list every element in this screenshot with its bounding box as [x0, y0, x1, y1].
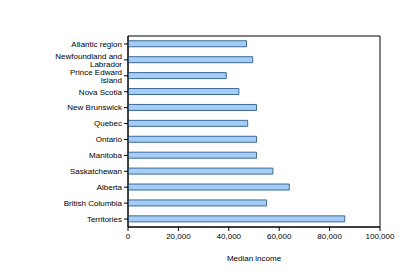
svg-text:Atlantic region: Atlantic region [71, 40, 122, 49]
svg-text:40,000: 40,000 [217, 232, 242, 241]
svg-text:80,000: 80,000 [317, 232, 342, 241]
svg-text:Quebec: Quebec [94, 119, 122, 128]
svg-text:Ontario: Ontario [96, 135, 123, 144]
svg-text:New Brunswick: New Brunswick [67, 103, 123, 112]
svg-text:Newfoundland andLabrador: Newfoundland andLabrador [55, 52, 122, 69]
svg-text:Nova Scotia: Nova Scotia [79, 88, 123, 97]
svg-text:Territories: Territories [87, 215, 122, 224]
svg-text:Prince EdwardIsland: Prince EdwardIsland [70, 68, 122, 85]
svg-text:British Columbia: British Columbia [64, 199, 123, 208]
svg-text:Median income: Median income [227, 254, 282, 263]
svg-text:0: 0 [126, 232, 131, 241]
svg-text:Alberta: Alberta [97, 183, 123, 192]
svg-text:20,000: 20,000 [166, 232, 191, 241]
svg-text:Saskatchewan: Saskatchewan [70, 167, 122, 176]
svg-text:100,000: 100,000 [366, 232, 392, 241]
svg-text:Manitoba: Manitoba [89, 151, 122, 160]
svg-text:60,000: 60,000 [267, 232, 292, 241]
